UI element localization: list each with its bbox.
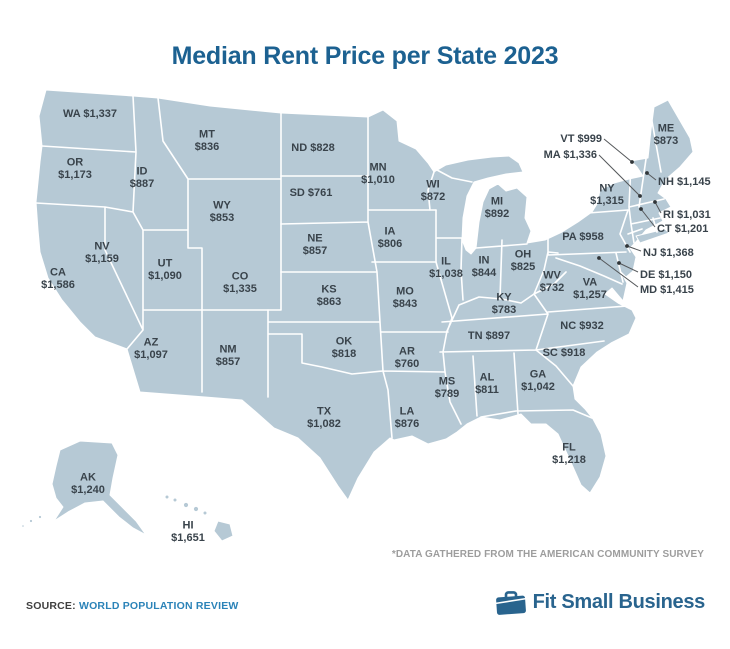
long-island: [635, 228, 670, 244]
state-label-ct: CT $1,201: [657, 223, 708, 235]
state-label-id: ID $887: [130, 166, 154, 191]
callout-dot-nj: [625, 244, 629, 248]
state-label-nj: NJ $1,368: [643, 247, 694, 259]
aleutian-island: [21, 524, 25, 528]
aleutian-island: [28, 518, 34, 524]
hawaii: [164, 494, 234, 542]
state-label-wa: WA $1,337: [63, 108, 117, 120]
state-label-il: IL $1,038: [429, 256, 463, 281]
callout-line-md: [598, 257, 639, 288]
state-label-pa: PA $958: [562, 231, 604, 243]
state-label-ne: NE $857: [303, 233, 327, 258]
aleutian-island: [37, 514, 43, 520]
alaska: [51, 440, 147, 536]
state-labels: WA $1,337 OR $1,173 ID $887 MT $836 ND $828 SD $…: [41, 108, 711, 544]
state-label-hi: HI $1,651: [171, 520, 205, 545]
state-label-wv: WV $732: [540, 270, 564, 295]
callout-line-nj: [626, 245, 642, 252]
state-label-nh: NH $1,145: [658, 176, 711, 188]
state-label-mt: MT $836: [195, 129, 219, 154]
state-label-vt: VT $999: [560, 133, 602, 145]
state-label-mn: MN $1,010: [361, 162, 395, 187]
state-label-sc: SC $918: [543, 347, 586, 359]
source-label: SOURCE:: [26, 600, 76, 612]
state-label-or: OR $1,173: [58, 157, 92, 182]
state-label-ok: OK $818: [332, 336, 356, 361]
brand-logo: Fit Small Business: [494, 588, 706, 616]
state-label-ks: KS $863: [317, 284, 341, 309]
border-lines-plains: [267, 116, 449, 439]
border-lines-midwest: [427, 169, 641, 425]
state-label-ky: KY $783: [492, 292, 516, 317]
callout-line-nh: [646, 172, 657, 181]
state-label-nd: ND $828: [291, 142, 334, 154]
border-lines-west: [35, 95, 282, 393]
state-label-me: ME $873: [654, 123, 678, 148]
callout-dot-vt: [630, 160, 634, 164]
source-link[interactable]: WORLD POPULATION REVIEW: [78, 600, 239, 612]
state-label-az: AZ $1,097: [134, 337, 168, 362]
state-label-co: CO $1,335: [223, 271, 257, 296]
source-line: SOURCE: WORLD POPULATION REVIEW: [26, 600, 239, 612]
state-label-wi: WI $872: [421, 179, 445, 204]
callouts: [597, 138, 662, 288]
state-label-nv: NV $1,159: [85, 241, 119, 266]
state-label-al: AL $811: [475, 372, 499, 397]
state-label-ut: UT $1,090: [148, 258, 182, 283]
callout-line-ct: [640, 208, 656, 228]
state-label-md: MD $1,415: [640, 284, 694, 296]
brand-logo-text: Fit Small Business: [532, 590, 706, 613]
state-label-mi: MI $892: [485, 196, 509, 221]
state-label-ny: NY $1,315: [590, 183, 624, 208]
callout-dot-de: [617, 261, 621, 265]
state-label-nm: NM $857: [216, 344, 240, 369]
state-label-wy: WY $853: [210, 200, 234, 225]
data-footnote: *DATA GATHERED FROM THE AMERICAN COMMUNI…: [391, 549, 704, 560]
callout-dot-nh: [645, 171, 649, 175]
state-label-in: IN $844: [472, 255, 497, 280]
state-borders: [35, 95, 665, 439]
state-label-mo: MO $843: [393, 286, 417, 311]
briefcase-icon: [494, 591, 527, 615]
state-label-ar: AR $760: [395, 346, 419, 371]
state-label-ma: MA $1,336: [544, 149, 597, 161]
state-label-ia: IA $806: [378, 226, 402, 251]
state-label-tn: TN $897: [468, 330, 510, 342]
state-label-de: DE $1,150: [640, 269, 692, 281]
callout-dot-ct: [639, 207, 643, 211]
us-mainland: [35, 89, 694, 501]
landmass: [21, 89, 694, 542]
callout-dot-ri: [653, 200, 657, 204]
state-label-ga: GA $1,042: [521, 369, 555, 394]
state-label-va: VA $1,257: [573, 277, 607, 302]
callout-line-de: [618, 262, 639, 273]
state-label-sd: SD $761: [290, 187, 333, 199]
callout-dot-ma: [638, 194, 642, 198]
page-title: Median Rent Price per State 2023: [171, 42, 559, 70]
state-label-fl: FL $1,218: [552, 442, 586, 467]
state-label-oh: OH $825: [511, 249, 535, 274]
state-label-nc: NC $932: [560, 320, 603, 332]
state-label-ri: RI $1,031: [663, 209, 711, 221]
state-label-ms: MS $789: [435, 376, 459, 401]
callout-line-vt: [603, 138, 633, 163]
state-label-ca: CA $1,586: [41, 267, 75, 292]
state-label-la: LA $876: [395, 406, 419, 431]
callout-dot-md: [597, 256, 601, 260]
state-label-ak: AK $1,240: [71, 472, 105, 497]
state-label-tx: TX $1,082: [307, 406, 341, 431]
callout-line-ma: [598, 154, 641, 197]
callout-line-ri: [654, 201, 662, 214]
border-lines-northeast: [533, 109, 665, 295]
